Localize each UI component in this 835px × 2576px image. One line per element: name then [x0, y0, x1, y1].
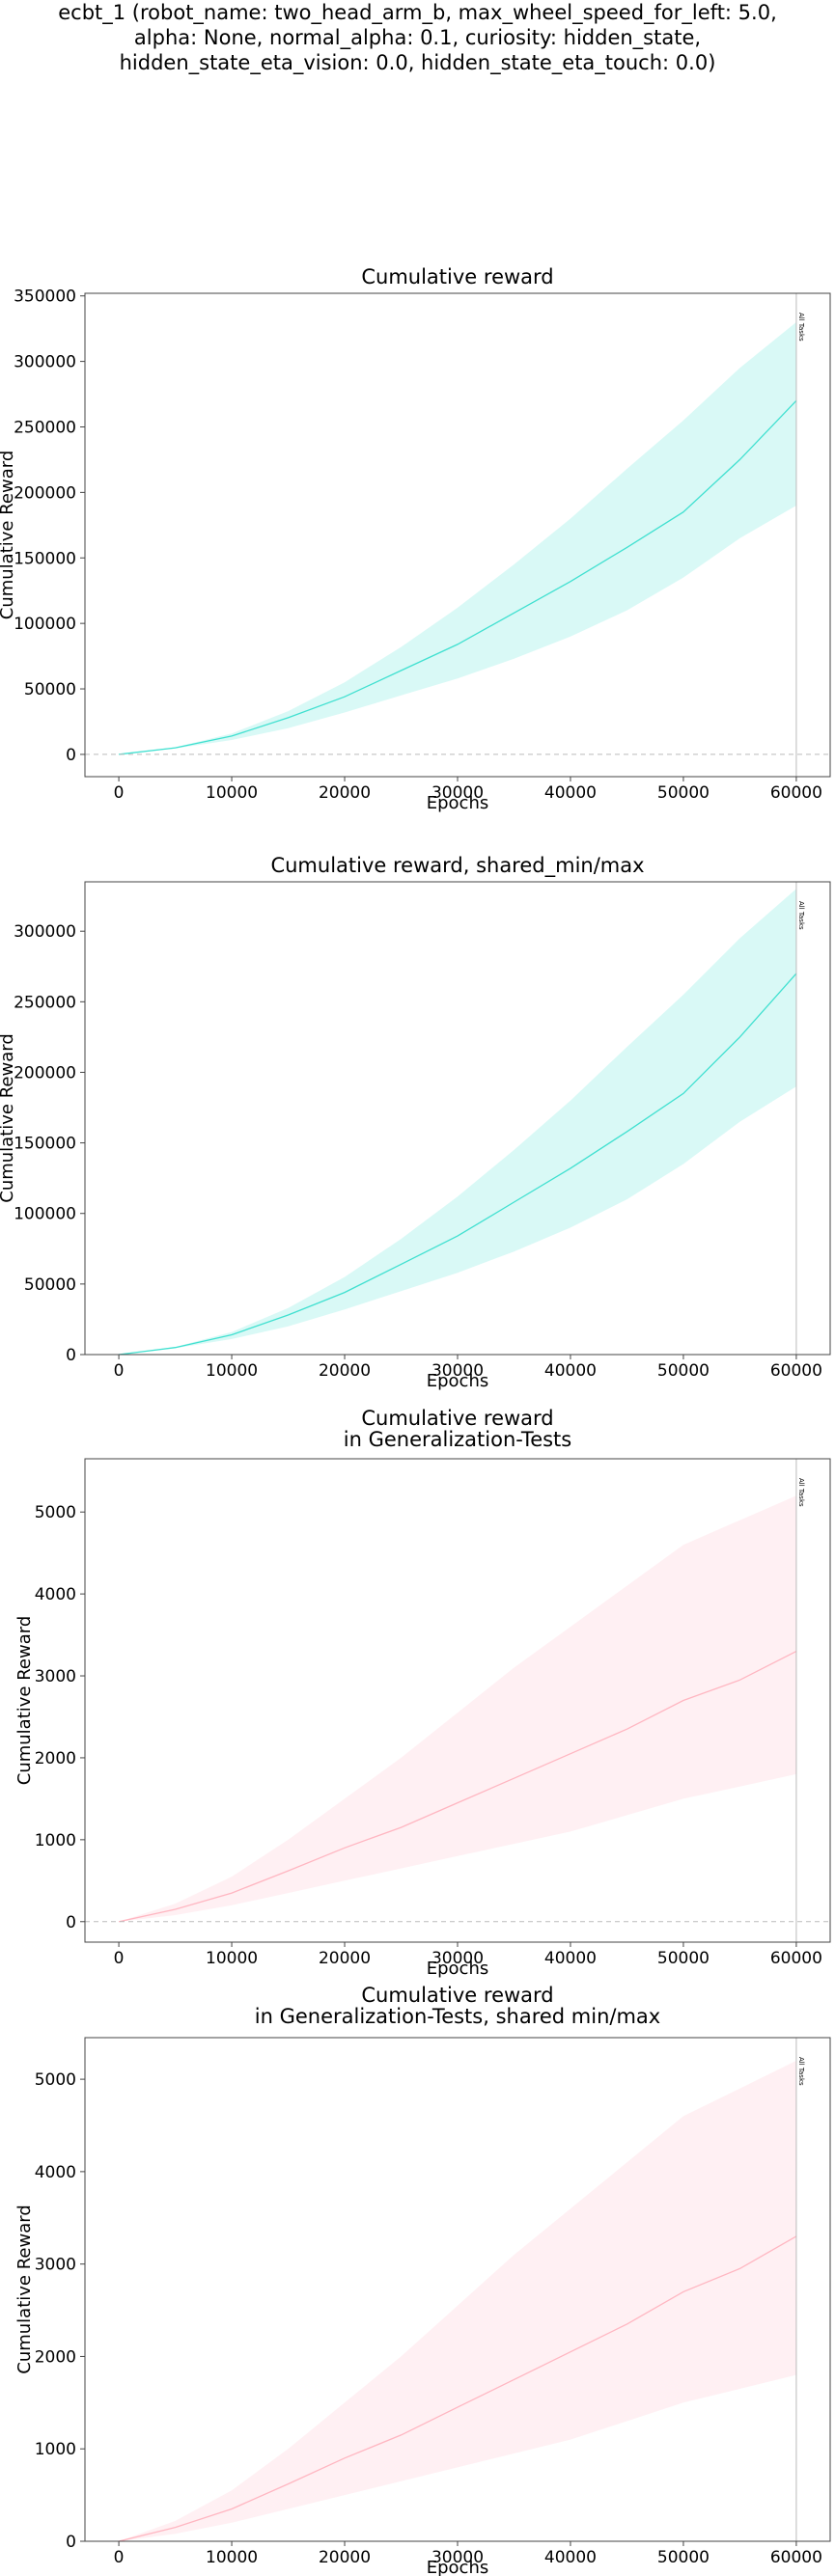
x-tick-label: 40000 — [544, 783, 597, 803]
series-band — [119, 321, 796, 754]
x-tick-label: 10000 — [206, 783, 258, 803]
suptitle-line: alpha: None, normal_alpha: 0.1, curiosit… — [133, 26, 702, 49]
y-tick-label: 100000 — [14, 615, 76, 634]
y-tick-label: 3000 — [35, 2256, 76, 2275]
chart-title: in Generalization-Tests, shared min/max — [255, 2005, 660, 2028]
suptitle-line: ecbt_1 (robot_name: two_head_arm_b, max_… — [58, 1, 777, 24]
chart-title: Cumulative reward — [361, 1407, 553, 1430]
y-tick-label: 100000 — [14, 1205, 76, 1224]
y-tick-label: 300000 — [14, 922, 76, 942]
y-tick-label: 250000 — [14, 993, 76, 1012]
y-axis-label: Cumulative Reward — [14, 1616, 35, 1786]
y-tick-label: 50000 — [24, 680, 76, 699]
x-tick-label: 60000 — [770, 1361, 822, 1381]
y-tick-label: 0 — [66, 746, 76, 765]
y-tick-label: 2000 — [35, 2347, 76, 2367]
y-tick-label: 200000 — [14, 483, 76, 503]
chart-title: Cumulative reward — [361, 265, 553, 288]
cumulative-reward-chart: Cumulative reward All Tasks 0 10000 20000 300… — [0, 265, 831, 813]
x-tick-label: 60000 — [770, 783, 822, 803]
chart-title: in Generalization-Tests — [344, 1428, 571, 1451]
suptitle-line: hidden_state_eta_vision: 0.0, hidden_sta… — [119, 51, 716, 74]
x-tick-label: 0 — [114, 1361, 125, 1381]
series-band — [119, 1495, 796, 1922]
x-tick-label: 10000 — [206, 1949, 258, 1968]
y-tick-label: 0 — [66, 2533, 76, 2552]
x-axis-label: Epochs — [427, 2558, 489, 2576]
x-tick-label: 10000 — [206, 1361, 258, 1381]
x-tick-label: 50000 — [657, 783, 710, 803]
chart-title: Cumulative reward — [361, 1984, 553, 2007]
x-tick-label: 30000 — [431, 783, 484, 803]
series-band — [119, 2060, 796, 2541]
x-tick-label: 0 — [114, 783, 125, 803]
y-axis-label: Cumulative Reward — [0, 451, 17, 620]
y-tick-label: 1000 — [35, 2440, 76, 2459]
x-tick-label: 40000 — [544, 2548, 597, 2567]
y-tick-label: 50000 — [24, 1275, 76, 1295]
series-line — [119, 973, 797, 1356]
x-tick-label: 0 — [114, 2548, 125, 2567]
x-axis-label: Epochs — [427, 1959, 489, 1979]
x-tick-label: 20000 — [319, 2548, 371, 2567]
x-tick-label: 30000 — [431, 1361, 484, 1381]
y-tick-label: 150000 — [14, 1135, 76, 1154]
x-tick-label: 60000 — [770, 1949, 822, 1968]
y-tick-label: 250000 — [14, 418, 76, 437]
y-axis-label: Cumulative Reward — [14, 2205, 35, 2374]
all-tasks-marker-label: All Tasks — [797, 313, 805, 342]
x-axis-label: Epochs — [427, 793, 489, 813]
x-tick-label: 50000 — [657, 1361, 710, 1381]
y-tick-label: 5000 — [35, 1503, 76, 1522]
y-tick-label: 0 — [66, 1913, 76, 1932]
y-tick-label: 2000 — [35, 1749, 76, 1768]
x-tick-label: 60000 — [770, 2548, 822, 2567]
y-tick-label: 3000 — [35, 1667, 76, 1686]
x-tick-label: 30000 — [431, 2548, 484, 2567]
series-line — [119, 399, 797, 755]
x-tick-label: 30000 — [431, 1949, 484, 1968]
x-tick-label: 0 — [114, 1949, 125, 1968]
chart-title: Cumulative reward, shared_min/max — [270, 854, 644, 878]
y-tick-label: 0 — [66, 1346, 76, 1365]
series-band — [119, 889, 796, 1355]
y-tick-label: 200000 — [14, 1063, 76, 1082]
cumulative-reward-shared-chart: Cumulative reward, shared_min/max All Tas… — [0, 854, 831, 1391]
x-tick-label: 20000 — [319, 783, 371, 803]
x-tick-label: 40000 — [544, 1949, 597, 1968]
x-tick-label: 20000 — [319, 1949, 371, 1968]
x-tick-label: 50000 — [657, 1949, 710, 1968]
series-line — [118, 1651, 797, 1923]
y-axis-label: Cumulative Reward — [0, 1033, 17, 1203]
series-line — [118, 2235, 797, 2542]
all-tasks-marker-label: All Tasks — [797, 1478, 805, 1507]
y-tick-label: 4000 — [35, 2163, 76, 2182]
x-tick-label: 20000 — [319, 1361, 371, 1381]
x-axis-label: Epochs — [427, 1371, 489, 1391]
x-tick-label: 50000 — [657, 2548, 710, 2567]
y-tick-label: 350000 — [14, 288, 76, 307]
y-tick-label: 150000 — [14, 549, 76, 568]
all-tasks-marker-label: All Tasks — [797, 2057, 805, 2086]
y-tick-label: 1000 — [35, 1831, 76, 1850]
x-tick-label: 10000 — [206, 2548, 258, 2567]
y-tick-label: 300000 — [14, 353, 76, 372]
y-tick-label: 5000 — [35, 2070, 76, 2090]
all-tasks-marker-label: All Tasks — [797, 901, 805, 930]
figure-suptitle: ecbt_1 (robot_name: two_head_arm_b, max_… — [0, 0, 835, 75]
x-tick-label: 40000 — [544, 1361, 597, 1381]
y-tick-label: 4000 — [35, 1585, 76, 1604]
